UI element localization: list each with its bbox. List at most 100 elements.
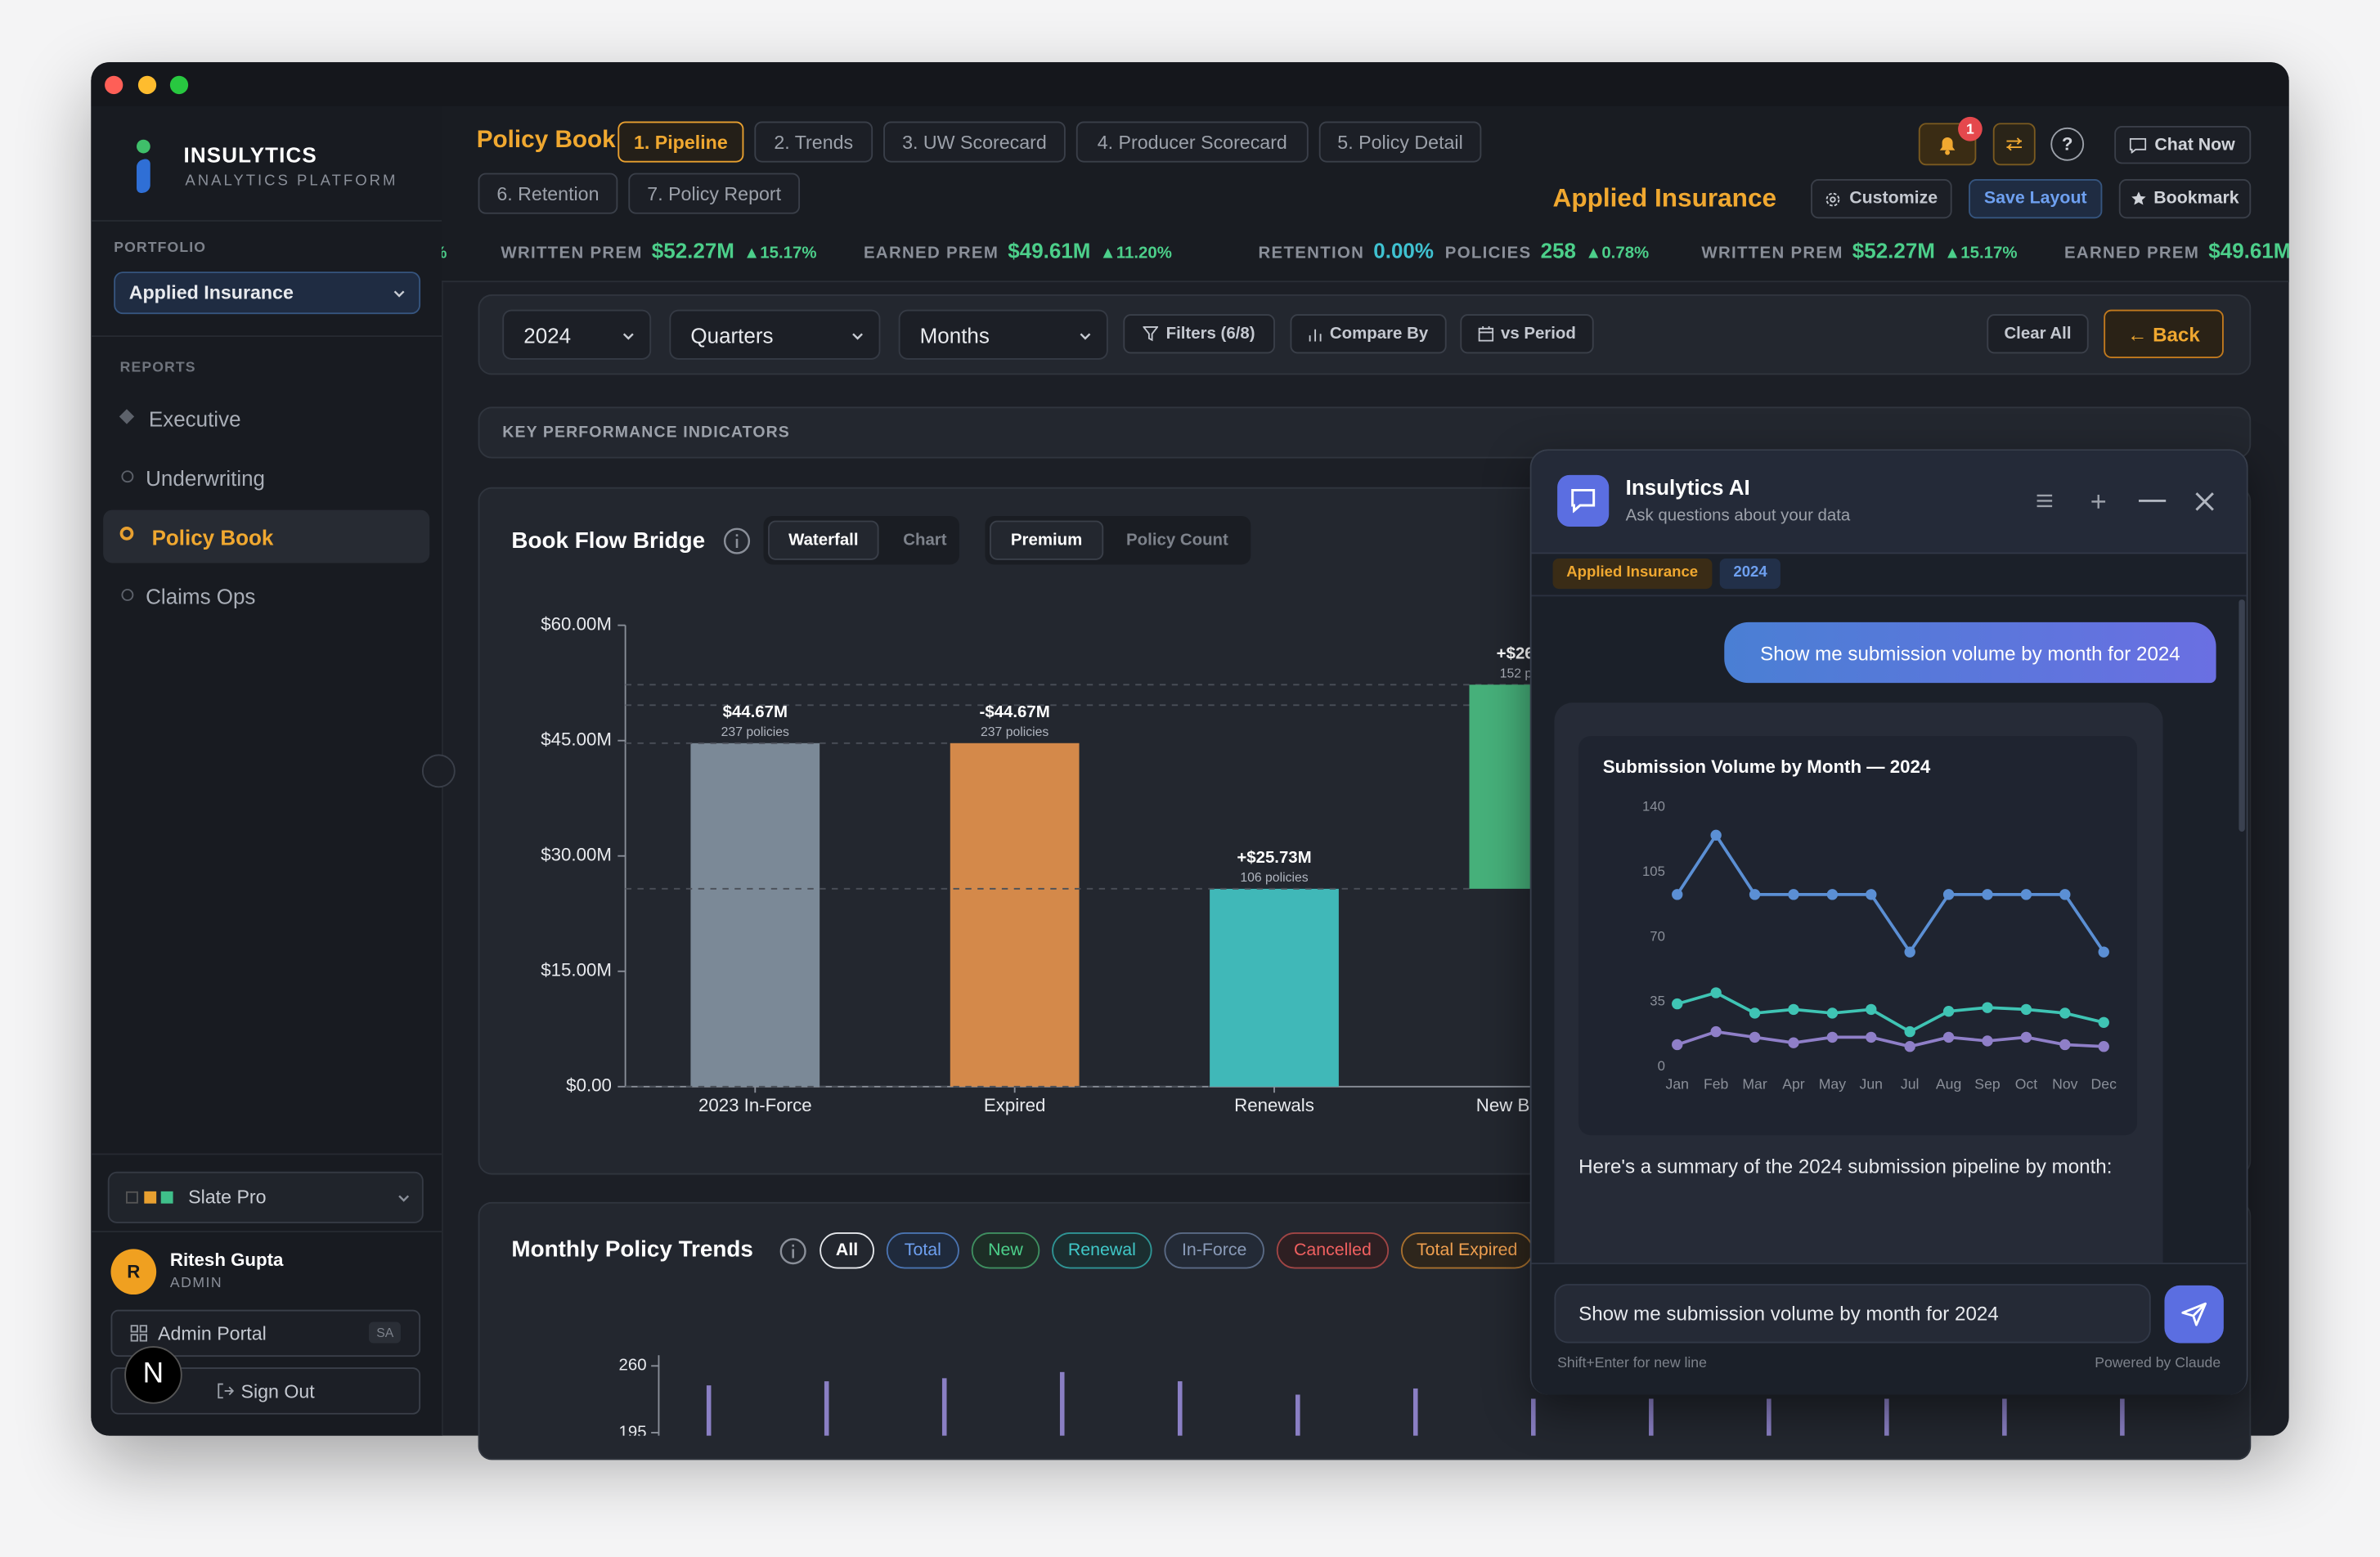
year-select[interactable]: 2024	[502, 309, 652, 360]
vs-period-button[interactable]: vs Period	[1460, 314, 1594, 354]
granularity-select[interactable]: Months	[898, 309, 1108, 360]
bar	[1884, 1398, 1889, 1436]
point	[2059, 889, 2071, 900]
portfolio-select[interactable]: Applied Insurance	[114, 271, 421, 315]
tab[interactable]: 5. Policy Detail	[1318, 121, 1482, 163]
swap-button[interactable]	[1992, 123, 2036, 166]
collapse-handle[interactable]	[421, 754, 456, 788]
ticker-label: RETENTION	[1258, 244, 1365, 263]
point	[1942, 889, 1955, 900]
send-button[interactable]	[2164, 1285, 2224, 1344]
point	[1904, 1025, 1915, 1038]
policy-label: 106 policies	[1240, 871, 1308, 885]
chevron-icon	[622, 333, 634, 340]
ticker-item: RETENTION 0.00%	[1259, 238, 1434, 262]
scrollbar[interactable]	[2239, 599, 2245, 832]
bar	[1295, 1394, 1300, 1436]
powered-by: Powered by Claude	[2095, 1355, 2221, 1372]
menu-icon[interactable]	[2036, 493, 2054, 509]
ticker-label: POLICIES	[1444, 244, 1532, 263]
chat-input[interactable]: Show me submission volume by month for 2…	[1554, 1284, 2151, 1344]
nav-item[interactable]: Executive	[148, 406, 241, 432]
filter-chip[interactable]: New	[971, 1232, 1040, 1269]
help-button[interactable]: ?	[2050, 127, 2085, 161]
divider	[91, 1153, 442, 1155]
bar	[2120, 1398, 2125, 1436]
tagline: ANALYTICS PLATFORM	[185, 173, 398, 190]
theme-select[interactable]: Slate Pro	[107, 1171, 424, 1223]
section-title: KEY PERFORMANCE INDICATORS	[502, 423, 790, 442]
tab[interactable]: 6. Retention	[478, 173, 618, 214]
point	[1866, 889, 1877, 900]
back-button[interactable]: ← Back	[2104, 309, 2224, 358]
user-message: Show me submission volume by month for 2…	[1724, 621, 2216, 684]
ticker-value: $52.27M	[1852, 238, 1935, 263]
filter-chip[interactable]: In-Force	[1164, 1232, 1264, 1269]
toggle[interactable]: Policy Count	[1126, 531, 1228, 550]
tab-active[interactable]: 1. Pipeline	[617, 121, 744, 163]
info-icon[interactable]	[779, 1237, 807, 1266]
filters-button[interactable]: Filters (6/8)	[1123, 314, 1275, 354]
bar	[1531, 1398, 1536, 1436]
nav-icon	[121, 589, 134, 601]
y-tick-label: 0	[1658, 1058, 1665, 1074]
ticker-item: EARNED PREM $49.61M ▲11.20%	[864, 238, 1172, 262]
minimize-dot[interactable]	[137, 75, 157, 95]
swap-icon	[2006, 137, 2023, 151]
info-icon[interactable]	[722, 527, 751, 555]
point	[1866, 1003, 1877, 1016]
ticker-value: $52.27M	[651, 238, 734, 263]
nav-item-active[interactable]: Policy Book	[151, 525, 274, 550]
chevron-icon	[852, 333, 863, 340]
tab[interactable]: 7. Policy Report	[628, 173, 801, 214]
theme: Slate Pro	[188, 1187, 267, 1209]
filter-chip-active[interactable]: All	[820, 1232, 874, 1269]
x-tick-label: May	[1819, 1076, 1846, 1093]
customize-button[interactable]: Customize	[1811, 178, 1952, 219]
period-select[interactable]: Quarters	[669, 309, 881, 360]
filter-chip[interactable]: Total Expired	[1400, 1232, 1534, 1269]
toggle-active[interactable]: Premium	[990, 520, 1104, 560]
customize: Customize	[1849, 189, 1938, 209]
nav-item[interactable]: Claims Ops	[146, 584, 256, 609]
ticker-change: ▲15.17%	[1944, 244, 2018, 263]
calendar-icon	[1478, 326, 1493, 342]
bookmark: Bookmark	[2153, 189, 2239, 209]
y-tick-label: 260	[619, 1357, 647, 1375]
tab[interactable]: 3. UW Scorecard	[883, 121, 1066, 163]
input-hint: Shift+Enter for new line	[1557, 1355, 1707, 1372]
x-tick-label: Jan	[1666, 1076, 1689, 1093]
new-chat-icon[interactable]	[2090, 493, 2107, 509]
chat-logo	[1557, 474, 1610, 527]
point	[1672, 1039, 1683, 1051]
bar	[941, 1378, 947, 1436]
tab[interactable]: 4. Producer Scorecard	[1075, 121, 1309, 163]
swatch	[144, 1191, 157, 1204]
bookmark-button[interactable]: Bookmark	[2118, 178, 2252, 219]
zoom-dot[interactable]	[169, 75, 189, 95]
minimize-icon[interactable]	[2138, 493, 2167, 509]
compare-button[interactable]: Compare By	[1290, 314, 1447, 354]
filter-chip[interactable]: Total	[886, 1232, 959, 1269]
toggle-active[interactable]: Waterfall	[768, 520, 879, 560]
dev-badge[interactable]: N	[124, 1346, 182, 1404]
user-name: Ritesh Gupta	[169, 1249, 284, 1271]
point	[2059, 1039, 2071, 1051]
close-dot[interactable]	[105, 75, 123, 95]
admin-portal: Admin Portal	[158, 1322, 267, 1344]
filter-chip[interactable]: Cancelled	[1276, 1232, 1390, 1269]
save-layout-button[interactable]: Save Layout	[1969, 178, 2103, 219]
ticker-label: EARNED PREM	[2063, 244, 2200, 263]
chat-now-button[interactable]: Chat Now	[2114, 126, 2252, 164]
admin-portal-button[interactable]: Admin Portal SA	[110, 1309, 421, 1357]
toggle[interactable]: Chart	[903, 531, 947, 550]
clear-button[interactable]: Clear All	[1987, 314, 2089, 354]
tab[interactable]: 2. Trends	[754, 121, 873, 163]
point	[1826, 1031, 1839, 1043]
point	[1826, 889, 1839, 900]
nav-item[interactable]: Underwriting	[146, 465, 266, 491]
filter-chip[interactable]: Renewal	[1052, 1232, 1152, 1269]
close-icon[interactable]	[2195, 491, 2215, 511]
point	[1788, 889, 1799, 900]
